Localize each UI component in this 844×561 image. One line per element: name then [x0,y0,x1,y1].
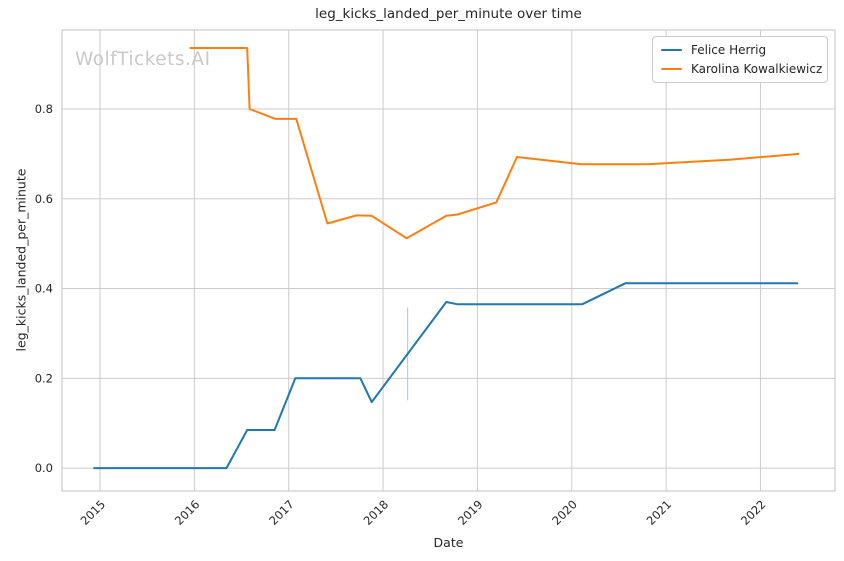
x-tick-label: 2016 [172,497,203,528]
legend-line-swatch-orange [661,68,682,70]
x-tick-label: 2015 [78,497,109,528]
x-axis-label: Date [433,535,464,550]
plot-border [61,29,836,492]
x-tick-label: 2018 [361,497,392,528]
y-tick-label: 0.2 [35,371,53,385]
y-tick-label: 0.0 [35,461,53,475]
legend-line-swatch-blue [661,49,682,51]
legend-item-karolina-kowalkiewicz: Karolina Kowalkiewicz [661,61,823,77]
chart-title: leg_kicks_landed_per_minute over time [315,6,582,22]
x-tick-label: 2021 [644,497,675,528]
y-tick-label: 0.4 [35,282,53,296]
x-tick-label: 2019 [455,497,486,528]
x-tick-label: 2017 [266,497,297,528]
series-line-felice-herrig [93,282,799,470]
legend: Felice Herrig Karolina Kowalkiewicz [652,36,828,83]
y-tick-label: 0.8 [35,102,53,116]
legend-label: Felice Herrig [691,43,767,57]
series-line-karolina-kowalkiewicz [189,47,800,240]
x-tick-label: 2022 [738,497,769,528]
y-axis-label: leg_kicks_landed_per_minute [13,168,29,352]
x-tick-label: 2020 [549,497,580,528]
y-tick-label: 0.6 [35,192,53,206]
legend-label: Karolina Kowalkiewicz [691,62,823,76]
watermark: WolfTickets.AI [75,49,211,70]
legend-item-felice-herrig: Felice Herrig [661,42,819,58]
